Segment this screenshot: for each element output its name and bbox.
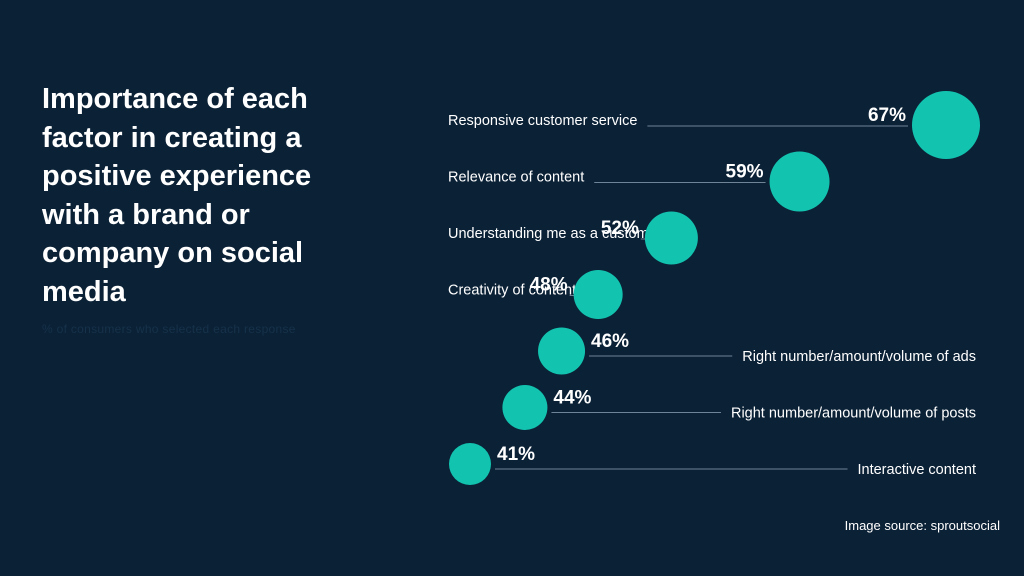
data-row: 48%Creativity of content (448, 270, 623, 319)
category-label: Right number/amount/volume of ads (742, 349, 976, 365)
data-row: 44% Right number/amount/volume of posts (502, 385, 976, 430)
data-row: 41% Interactive content (449, 443, 976, 485)
page-title: Importance of each factor in creating a … (42, 83, 312, 308)
value-label: 46% (591, 331, 629, 352)
value-label: 59% (726, 162, 764, 183)
bubble-marker (912, 91, 980, 159)
value-label: 67% (868, 105, 906, 126)
value-label: 44% (553, 388, 591, 409)
category-label: Right number/amount/volume of posts (731, 406, 976, 422)
bubble-marker (538, 327, 586, 375)
value-label: 52% (601, 218, 639, 239)
value-label: 41% (497, 444, 535, 465)
category-label: Responsive customer service (448, 113, 637, 129)
data-row: 46% Right number/amount/volume of ads (538, 327, 976, 375)
bubble-marker (502, 385, 548, 430)
value-label: 48% (530, 275, 568, 296)
image-source: Image source: sproutsocial (844, 518, 1000, 533)
bubble-marker (644, 211, 698, 265)
category-label: Understanding me as a customer (448, 226, 662, 242)
data-row: 67% Responsive customer service (448, 91, 980, 159)
category-label: Interactive content (858, 462, 977, 478)
bubble-marker (769, 151, 830, 212)
data-row: 59% Relevance of content (448, 151, 830, 212)
bubble-marker (573, 270, 623, 319)
data-row: 52%Understanding me as a customer (448, 211, 698, 265)
category-label: Creativity of content (448, 283, 576, 299)
bubble-marker (449, 443, 491, 485)
category-label: Relevance of content (448, 170, 584, 186)
subtitle: % of consumers who selected each respons… (42, 322, 296, 336)
